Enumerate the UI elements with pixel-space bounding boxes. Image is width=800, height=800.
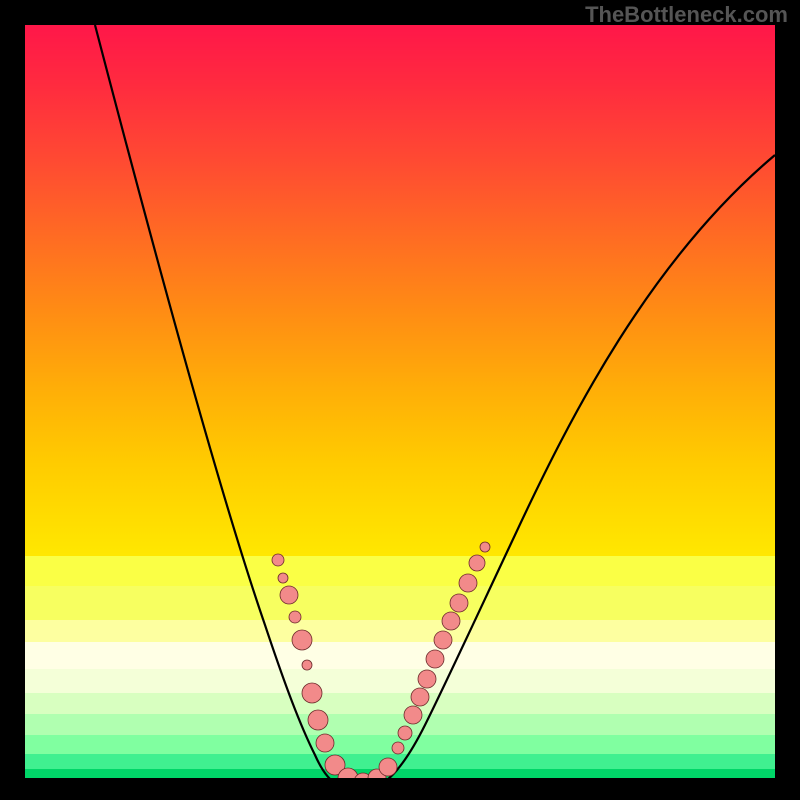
color-band bbox=[25, 586, 775, 620]
color-bands-layer bbox=[25, 25, 775, 778]
color-band bbox=[25, 714, 775, 735]
color-band bbox=[25, 754, 775, 769]
color-band bbox=[25, 735, 775, 754]
color-band bbox=[25, 642, 775, 668]
color-band bbox=[25, 693, 775, 714]
color-band bbox=[25, 620, 775, 643]
color-band bbox=[25, 669, 775, 693]
color-band bbox=[25, 556, 775, 586]
watermark-text: TheBottleneck.com bbox=[585, 2, 788, 28]
chart-root: TheBottleneck.com bbox=[0, 0, 800, 800]
color-band bbox=[25, 769, 775, 778]
